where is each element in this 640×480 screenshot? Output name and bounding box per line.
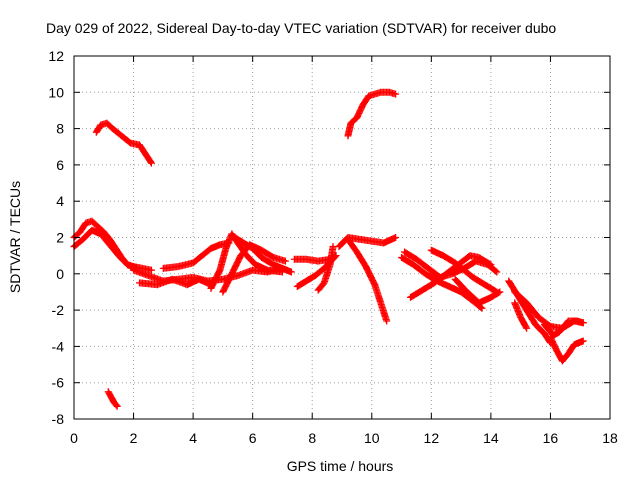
track-arc-16h-mid [540, 317, 587, 340]
y-axis-label: SDTVAR / TECUs [7, 181, 23, 293]
track-markers [344, 235, 391, 325]
track-arc-15h-drop [511, 299, 531, 332]
y-tick-label: 0 [56, 266, 64, 282]
track-arc-12h-hump [427, 246, 501, 296]
y-tick-label: -2 [52, 302, 65, 318]
track-arc-9h-upper [335, 234, 400, 251]
track-arc-mid-hump-1 [207, 230, 286, 292]
y-tick-label: 12 [48, 48, 64, 64]
track-arc-13h-down [451, 275, 504, 307]
track-arc-15h-steep [505, 277, 554, 347]
y-tick-label: 6 [56, 157, 64, 173]
y-tick-label: -4 [52, 338, 65, 354]
track-arc-16h-dip [546, 333, 587, 365]
data-series [70, 88, 587, 410]
y-tick-label: 10 [48, 84, 64, 100]
x-tick-label: 16 [543, 430, 559, 446]
track-arc-8h-drop [314, 243, 337, 294]
track-arc-9h-falling [344, 235, 391, 325]
track-arc-mid-low-cluster [136, 275, 215, 289]
x-tick-label: 18 [602, 430, 618, 446]
x-tick-label: 14 [483, 430, 499, 446]
x-tick-label: 10 [364, 430, 380, 446]
track-arc-8h-cluster [290, 252, 340, 291]
track-markers [314, 243, 337, 294]
y-tick-label: 2 [56, 230, 64, 246]
x-tick-label: 12 [424, 430, 440, 446]
track-arc-high-right [344, 88, 400, 140]
chart-title: Day 029 of 2022, Sidereal Day-to-day VTE… [46, 20, 556, 36]
x-tick-label: 6 [249, 430, 257, 446]
track-arc-mid-rise [159, 239, 233, 272]
y-tick-label: 4 [56, 193, 64, 209]
track-markers [207, 230, 286, 292]
y-tick-label: 8 [56, 121, 64, 137]
x-tick-label: 2 [130, 430, 138, 446]
x-axis-label: GPS time / hours [287, 458, 394, 474]
x-tick-label: 0 [70, 430, 78, 446]
track-arc-mid-hump-3 [231, 234, 295, 276]
grid [74, 56, 610, 419]
track-markers [505, 277, 554, 347]
track-markers [290, 252, 340, 291]
track-markers [344, 88, 400, 140]
y-tick-label: -8 [52, 411, 65, 427]
track-arc-low-left [104, 388, 121, 410]
axis-ticks: 0 2 4 6 8 10 12 14 16 18 -8 -6 -4 -2 0 2 4 6 8 10 12 [48, 48, 618, 446]
track-arc-high-left [92, 119, 155, 167]
track-markers [104, 388, 121, 410]
x-tick-label: 4 [189, 430, 197, 446]
x-tick-label: 8 [308, 430, 316, 446]
track-markers [92, 119, 155, 167]
track-markers [136, 275, 215, 289]
track-arc-12h-cross [406, 252, 495, 301]
y-tick-label: -6 [52, 375, 65, 391]
track-markers [335, 234, 400, 251]
